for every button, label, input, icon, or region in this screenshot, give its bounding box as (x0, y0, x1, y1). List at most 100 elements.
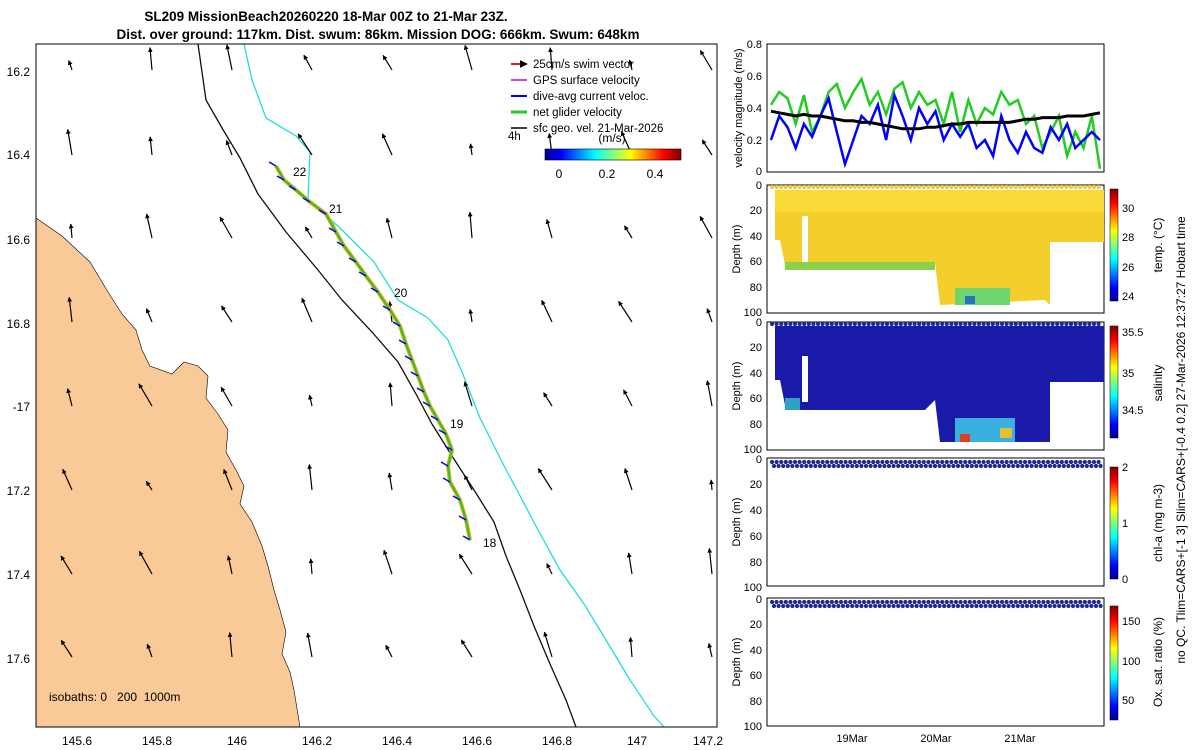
surface-dot (896, 603, 901, 609)
day-label-20: 20 (394, 286, 408, 300)
surface-dot (1001, 463, 1007, 469)
surface-dot (1059, 322, 1064, 327)
current-arrow (628, 59, 633, 71)
surface-dot (806, 185, 811, 190)
surface-dot (831, 603, 836, 609)
surface-dot (852, 459, 857, 465)
surface-dot (804, 463, 809, 469)
map-xtick: 146.2 (302, 734, 332, 748)
ox-surface-dots (769, 599, 1103, 609)
legend-label-gps: GPS surface velocity (533, 75, 640, 87)
surface-dot (1050, 459, 1055, 465)
chl-cblabel: chl-a (mg m-3) (1151, 484, 1165, 562)
surface-dot (960, 603, 965, 609)
temp-cblabel: temp. (°C) (1151, 218, 1165, 273)
chl-ylabel: Depth (m) (731, 498, 743, 547)
surface-dot (1078, 322, 1083, 327)
surface-dot (926, 599, 931, 605)
surface-dot (1018, 459, 1023, 465)
track-current-vector (276, 175, 285, 181)
surface-dot (953, 459, 959, 465)
chl-axes (766, 457, 1105, 587)
surface-dot (1036, 599, 1041, 605)
surface-dot (871, 459, 876, 465)
surface-dot (914, 463, 919, 469)
surface-dot (840, 463, 846, 469)
surface-dot (1034, 603, 1039, 609)
surface-dot (1073, 599, 1078, 605)
surface-dot (1052, 603, 1057, 609)
surface-dot (1043, 463, 1048, 469)
surface-dot (1082, 459, 1087, 465)
surface-dot (854, 603, 859, 609)
vel-ytick: 0.6 (747, 71, 762, 83)
surface-dot (857, 185, 862, 190)
surface-dot (1006, 463, 1011, 469)
surface-dot (825, 185, 830, 190)
map-ytick: 17.4 (7, 568, 31, 582)
surface-dot (1091, 599, 1097, 605)
surface-dot (937, 603, 942, 609)
surface-dot (822, 603, 827, 609)
surface-dot (935, 322, 940, 327)
surface-dot (825, 599, 830, 605)
surface-dot (949, 599, 954, 605)
surface-dot (907, 185, 913, 190)
legend-label-diveavg: dive-avg current veloc. (533, 91, 649, 103)
surface-dot (969, 463, 974, 469)
current-arrow (458, 553, 473, 575)
surface-dot (914, 603, 919, 609)
surface-dot (875, 185, 880, 190)
surface-dot (905, 463, 910, 469)
surface-dot (907, 459, 913, 465)
velocity-axes (766, 43, 1105, 173)
track-current-vector (410, 371, 419, 377)
surface-dot (1078, 459, 1083, 465)
surface-dot (857, 599, 862, 605)
current-arrow (623, 468, 633, 491)
surface-dot (912, 185, 917, 190)
surface-dot (1068, 185, 1074, 190)
surface-dot (880, 185, 885, 190)
surface-dot (861, 459, 867, 465)
oxygen-panel: 150 100 50 Ox. sat. ratio (%) Depth (m) … (731, 594, 1165, 745)
surface-dot (983, 603, 988, 609)
surface-dot (905, 603, 910, 609)
surface-dot (1073, 459, 1078, 465)
surface-dot (986, 599, 991, 605)
surface-dot (1013, 459, 1018, 465)
chl-panel: 2 1 0 chl-a (mg m-3) Depth (m) 0 20 40 6… (731, 454, 1165, 594)
current-arrow (463, 44, 473, 71)
current-arrow (308, 558, 314, 575)
surface-dot (825, 322, 830, 327)
map-ytick: 16.2 (7, 65, 31, 79)
surface-dot (838, 459, 844, 465)
surface-dot (1050, 322, 1055, 327)
surface-dot (866, 459, 871, 465)
surface-dot (942, 603, 947, 609)
map-legend: 25cm/s swim vector GPS surface velocity … (508, 59, 682, 181)
velocity-series (769, 76, 1102, 169)
surface-dot (1006, 603, 1011, 609)
surface-dot (850, 463, 855, 469)
surface-dot (1001, 603, 1007, 609)
surface-dot (776, 463, 781, 469)
title-line-1: SL209 MissionBeach20260220 18-Mar 00Z to… (144, 9, 507, 24)
surface-dot (889, 322, 894, 327)
ox-colorbar (1109, 605, 1119, 721)
ox-cbtick: 100 (1122, 656, 1140, 668)
surface-dot (1041, 322, 1046, 327)
current-arrow (297, 133, 313, 156)
current-arrow (307, 464, 313, 491)
surface-dot (776, 603, 781, 609)
surface-dot (976, 599, 982, 605)
surface-dot (794, 603, 800, 609)
surface-dot (802, 185, 807, 190)
current-arrow (66, 388, 73, 407)
surface-dot (843, 322, 848, 327)
surface-dot (1027, 185, 1032, 190)
surface-dot (854, 463, 859, 469)
surface-dot (963, 459, 968, 465)
surface-dot (871, 185, 876, 190)
surface-dot (940, 599, 945, 605)
